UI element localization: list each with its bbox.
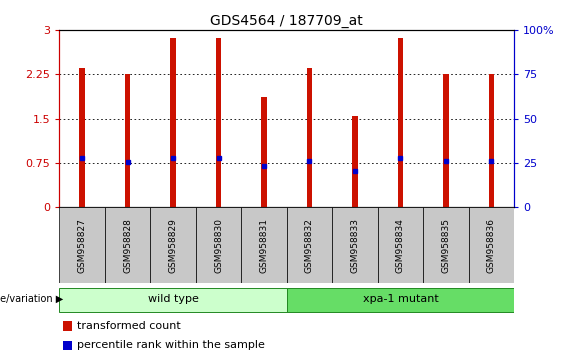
Text: GSM958834: GSM958834 [396,218,405,273]
Bar [105,207,150,283]
Text: GSM958831: GSM958831 [259,218,268,273]
Bar [443,74,449,207]
Bar [469,207,514,283]
Bar [307,68,312,207]
Text: genotype/variation ▶: genotype/variation ▶ [0,294,64,304]
Bar [59,207,105,283]
Bar [150,207,195,283]
Bar [63,321,72,331]
Bar [79,68,85,207]
Text: GSM958827: GSM958827 [77,218,86,273]
Bar [59,288,287,312]
Bar [352,116,358,207]
Text: wild type: wild type [147,295,198,304]
Text: transformed count: transformed count [77,321,181,331]
Text: GSM958830: GSM958830 [214,218,223,273]
Bar [241,207,287,283]
Text: GSM958835: GSM958835 [441,218,450,273]
Text: GSM958828: GSM958828 [123,218,132,273]
Text: GSM958833: GSM958833 [350,218,359,273]
Bar [489,74,494,207]
Bar [287,288,514,312]
Text: GSM958836: GSM958836 [487,218,496,273]
Bar [398,38,403,207]
Text: GSM958832: GSM958832 [305,218,314,273]
Bar [170,38,176,207]
Title: GDS4564 / 187709_at: GDS4564 / 187709_at [210,14,363,28]
Bar [287,207,332,283]
Bar [377,207,423,283]
Bar [125,74,131,207]
Bar [216,38,221,207]
Text: percentile rank within the sample: percentile rank within the sample [77,341,265,350]
Bar [261,97,267,207]
Bar [332,207,378,283]
Text: GSM958829: GSM958829 [168,218,177,273]
Bar [63,341,72,350]
Bar [196,207,241,283]
Text: xpa-1 mutant: xpa-1 mutant [363,295,438,304]
Bar [423,207,469,283]
